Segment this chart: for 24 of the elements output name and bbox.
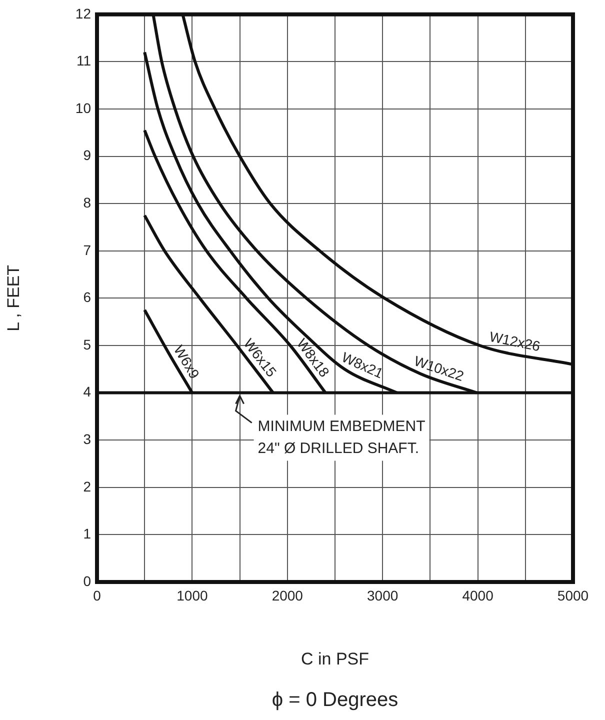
y-tick-label: 4: [83, 384, 92, 400]
y-tick-label: 7: [83, 242, 92, 258]
text: ϕ = 0 Degrees: [272, 689, 398, 711]
y-axis-title: L , FEET: [4, 264, 23, 332]
x-tick-label: 2000: [272, 587, 304, 604]
y-tick-label: 8: [83, 194, 92, 210]
y-tick-label: 11: [76, 52, 92, 69]
x-tick-label: 5000: [557, 587, 589, 604]
y-tick-label: 3: [83, 430, 92, 447]
x-tick-label: 3000: [367, 587, 398, 604]
y-tick-label: 12: [75, 5, 92, 22]
x-axis-title: C in PSF: [300, 649, 370, 668]
x-tick-label: 4000: [462, 587, 494, 604]
y-tick-label: 6: [83, 289, 92, 306]
y-tick-label: 2: [83, 478, 92, 494]
x-tick-label: 0: [93, 587, 102, 604]
y-tick-label: 5: [83, 336, 92, 352]
x-tick-label: 1000: [176, 587, 208, 604]
text: W12x26: [488, 328, 542, 354]
y-tick-label: 9: [83, 147, 92, 164]
y-tick-label: 1: [83, 526, 92, 542]
y-tick-label: 10: [75, 100, 92, 116]
y-tick-label: 0: [83, 572, 92, 589]
annotation: MINIMUM EMBEDMENT 24" Ø DRILLED SHAFT.: [258, 418, 426, 457]
